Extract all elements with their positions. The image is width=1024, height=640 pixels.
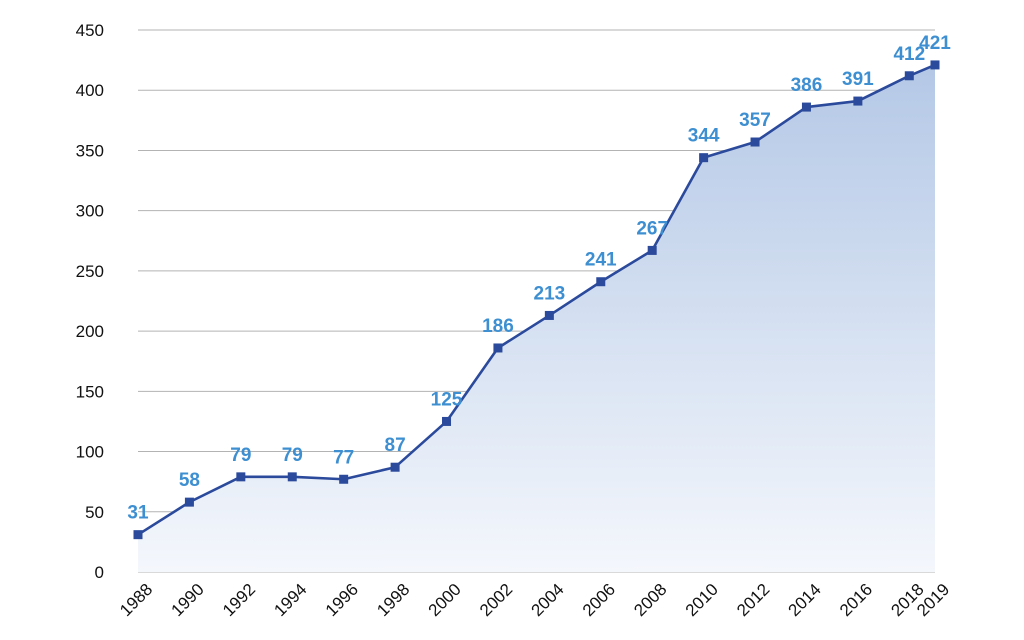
data-label-1996: 77: [333, 447, 354, 468]
x-tick-label: 2008: [630, 580, 670, 620]
data-markers: [133, 60, 940, 540]
y-tick-label: 50: [85, 503, 104, 522]
data-label-2006: 241: [585, 250, 617, 271]
data-label-1990: 58: [179, 470, 200, 491]
x-tick-label: 1994: [270, 580, 310, 620]
area-fill: [138, 64, 935, 572]
data-point-2006: [596, 277, 606, 287]
data-point-2000: [442, 416, 452, 426]
x-tick-label: 2010: [682, 580, 722, 620]
y-tick-label: 450: [76, 21, 104, 40]
x-tick-label: 2014: [785, 580, 825, 620]
data-label-1998: 87: [385, 435, 406, 456]
y-tick-label: 0: [95, 563, 104, 582]
data-label-2012: 357: [739, 110, 771, 131]
data-label-2008: 267: [636, 218, 668, 239]
data-label-2016: 391: [842, 69, 874, 90]
data-point-2004: [544, 310, 554, 320]
data-labels: 31 58 79 79 77 87 125 186 213 241 267 344 357 386 391 4…: [127, 33, 951, 524]
data-label-2018: 412: [893, 44, 925, 65]
data-point-1988: [133, 530, 143, 540]
x-tick-label: 1996: [322, 580, 362, 620]
data-point-2012: [750, 137, 760, 147]
y-tick-label: 300: [76, 202, 104, 221]
data-label-1994: 79: [282, 445, 303, 466]
x-tick-label: 1990: [168, 580, 208, 620]
x-axis-ticks: 1988 1990 1992 1994 1996 1998 2000 2002 2004 2006…: [116, 580, 953, 620]
x-tick-label: 2016: [836, 580, 876, 620]
data-label-2000: 125: [431, 389, 463, 410]
data-label-1992: 79: [230, 445, 251, 466]
data-label-2002: 186: [482, 316, 514, 337]
x-tick-label: 2004: [527, 580, 567, 620]
data-label-2004: 213: [534, 283, 566, 304]
data-point-2010: [699, 153, 709, 163]
data-point-1994: [287, 472, 297, 482]
area-fill-shape: [138, 64, 935, 572]
x-tick-label: 1988: [116, 580, 156, 620]
y-tick-label: 100: [76, 443, 104, 462]
x-tick-label: 2012: [733, 580, 773, 620]
y-tick-label: 200: [76, 322, 104, 341]
data-point-1996: [339, 474, 349, 484]
data-label-2010: 344: [688, 126, 720, 147]
data-label-2014: 386: [791, 75, 823, 96]
data-point-1992: [236, 472, 246, 482]
data-point-1990: [184, 497, 194, 507]
data-point-2002: [493, 343, 503, 353]
data-point-2016: [853, 96, 863, 106]
y-tick-label: 350: [76, 141, 104, 160]
x-tick-label: 1992: [219, 580, 259, 620]
x-tick-label: 2006: [579, 580, 619, 620]
y-tick-label: 400: [76, 81, 104, 100]
y-tick-label: 150: [76, 382, 104, 401]
data-label-2019: 421: [919, 33, 951, 54]
y-tick-label: 250: [76, 262, 104, 281]
y-axis-ticks: 0 50 100 150 200 250 300 350 400 450: [76, 21, 104, 582]
x-tick-label: 1998: [373, 580, 413, 620]
data-point-1998: [390, 462, 400, 472]
data-point-2019: [930, 60, 940, 70]
data-point-2014: [801, 102, 811, 112]
x-tick-label: 2000: [425, 580, 465, 620]
data-point-2018: [904, 71, 914, 81]
x-tick-label: 2002: [476, 580, 516, 620]
data-label-1988: 31: [127, 503, 149, 524]
data-point-2008: [647, 245, 657, 255]
